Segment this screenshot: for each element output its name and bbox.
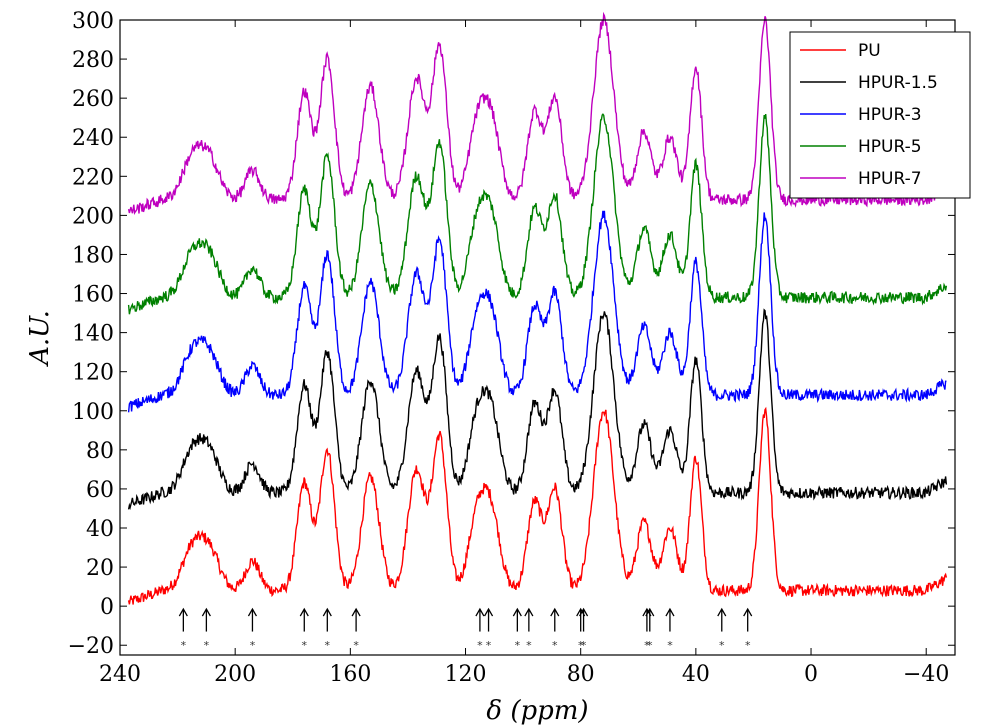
y-tick-label: 300 bbox=[72, 9, 114, 34]
peak-marker: * bbox=[512, 607, 522, 652]
x-tick-label: 40 bbox=[682, 662, 710, 687]
legend-label: PU bbox=[858, 41, 881, 61]
x-tick-label: −40 bbox=[903, 662, 949, 687]
peak-marker: * bbox=[201, 607, 211, 652]
peak-marker-label: * bbox=[181, 639, 187, 652]
y-tick-label: 280 bbox=[72, 48, 114, 73]
peak-marker-label: * bbox=[477, 639, 483, 652]
series-line-PU bbox=[127, 406, 948, 605]
peak-marker-label: * bbox=[250, 639, 256, 652]
series-line-HPUR-1.5 bbox=[127, 308, 948, 511]
spectra-layer bbox=[127, 11, 948, 605]
x-tick-label: 120 bbox=[445, 662, 487, 687]
y-tick-label: 60 bbox=[86, 478, 114, 503]
peak-marker: * bbox=[579, 607, 589, 652]
peak-marker-label: * bbox=[325, 639, 331, 652]
legend-item: HPUR-3 bbox=[800, 105, 922, 125]
y-tick-label: 240 bbox=[72, 126, 114, 151]
peak-marker-label: * bbox=[719, 639, 725, 652]
peak-marker: * bbox=[717, 607, 727, 652]
x-tick-label: 160 bbox=[329, 662, 371, 687]
peak-marker: * bbox=[550, 607, 560, 652]
peak-marker: * bbox=[665, 607, 675, 652]
peak-marker-label: * bbox=[667, 639, 673, 652]
peak-marker-label: * bbox=[647, 639, 653, 652]
peak-marker: * bbox=[322, 607, 332, 652]
peak-marker: * bbox=[483, 607, 494, 652]
y-tick-label: 100 bbox=[72, 400, 114, 425]
peak-marker: * bbox=[475, 607, 485, 652]
legend-label: HPUR-7 bbox=[858, 169, 922, 189]
peak-marker: * bbox=[299, 607, 309, 652]
x-tick-label: 80 bbox=[567, 662, 595, 687]
x-tick-label: 240 bbox=[99, 662, 141, 687]
peak-marker-label: * bbox=[486, 639, 492, 652]
peak-marker-label: * bbox=[204, 639, 210, 652]
legend-item: HPUR-5 bbox=[800, 137, 922, 157]
peak-marker: * bbox=[524, 607, 534, 652]
y-tick-label: 220 bbox=[72, 165, 114, 190]
series-line-HPUR-5 bbox=[127, 113, 948, 315]
y-tick-label: 260 bbox=[72, 87, 114, 112]
legend-item: PU bbox=[800, 41, 881, 61]
y-tick-label: 180 bbox=[72, 243, 114, 268]
x-tick-label: 0 bbox=[804, 662, 818, 687]
y-tick-label: 0 bbox=[100, 595, 114, 620]
peak-marker: * bbox=[743, 607, 753, 652]
x-tick-label: 200 bbox=[214, 662, 256, 687]
peak-marker-label: * bbox=[515, 639, 521, 652]
peak-marker-label: * bbox=[353, 639, 359, 652]
y-tick-label: 80 bbox=[86, 439, 114, 464]
x-axis-title: δ (ppm) bbox=[486, 696, 588, 726]
peak-marker-label: * bbox=[302, 639, 308, 652]
peak-marker: * bbox=[178, 607, 188, 652]
legend-box bbox=[789, 31, 971, 199]
peak-marker-label: * bbox=[526, 639, 532, 652]
legend-label: HPUR-1.5 bbox=[858, 73, 938, 93]
legend: PU HPUR-1.5 HPUR-3 HPUR-5 HPUR-7 bbox=[789, 31, 971, 199]
y-tick-label: 20 bbox=[86, 556, 114, 581]
legend-item: HPUR-1.5 bbox=[800, 73, 938, 93]
y-tick-label: 40 bbox=[86, 517, 114, 542]
peak-marker-label: * bbox=[745, 639, 751, 652]
legend-label: HPUR-3 bbox=[858, 105, 922, 125]
y-tick-label: 200 bbox=[72, 204, 114, 229]
peak-marker: * bbox=[247, 607, 258, 652]
y-tick-label: −20 bbox=[68, 634, 114, 659]
y-tick-label: 160 bbox=[72, 283, 114, 308]
peak-marker: * bbox=[645, 607, 655, 652]
peak-marker-label: * bbox=[644, 639, 650, 652]
y-tick-label: 120 bbox=[72, 361, 114, 386]
peak-markers: * * * * * * * * * * * ** ** * * * bbox=[178, 607, 753, 652]
series-line-HPUR-3 bbox=[127, 210, 947, 413]
axis-ticks: 240 200 160 120 80 40 0 −40 −20 0 20 40 60 80 100 120 14… bbox=[68, 9, 955, 687]
peak-marker: * bbox=[351, 607, 361, 652]
peak-marker-label: * bbox=[552, 639, 558, 652]
y-axis-title: A.U. bbox=[25, 310, 55, 367]
plot-frame bbox=[119, 19, 956, 656]
peak-marker-label: * bbox=[581, 639, 587, 652]
legend-label: HPUR-5 bbox=[858, 137, 922, 157]
legend-item: HPUR-7 bbox=[800, 169, 922, 189]
peak-marker-label: * bbox=[578, 639, 584, 652]
y-tick-label: 140 bbox=[72, 322, 114, 347]
